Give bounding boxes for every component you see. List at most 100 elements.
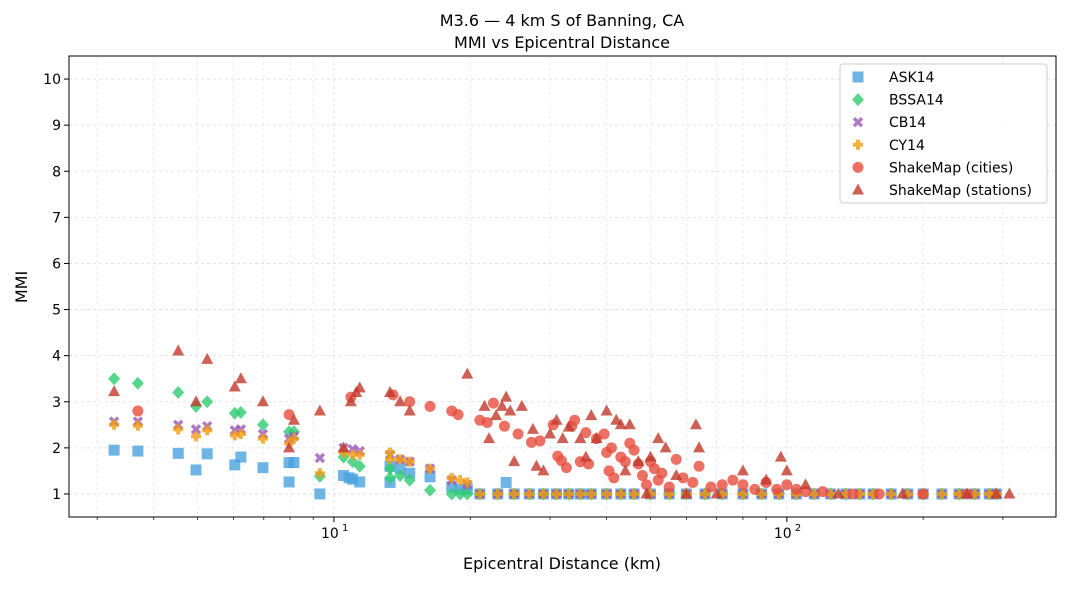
- point-bssa14: [353, 459, 366, 473]
- point-bssa14: [424, 483, 437, 497]
- point-shakemap-stations: [403, 404, 416, 416]
- point-shakemap-cities: [693, 460, 705, 472]
- point-shakemap-stations: [537, 464, 550, 476]
- point-shakemap-cities: [580, 427, 592, 439]
- point-bssa14: [172, 386, 185, 400]
- point-cy14: [446, 472, 457, 483]
- point-bssa14: [384, 462, 397, 476]
- point-ask14: [404, 467, 416, 479]
- point-cy14: [492, 488, 503, 499]
- point-shakemap-stations: [799, 478, 812, 490]
- point-shakemap-cities: [749, 483, 761, 495]
- point-cy14: [886, 488, 897, 499]
- point-cy14: [191, 431, 202, 442]
- legend-box: [839, 63, 1048, 204]
- point-shakemap-stations: [394, 395, 407, 407]
- point-cy14: [809, 488, 820, 499]
- point-shakemap-cities: [663, 481, 675, 493]
- point-shakemap-cities: [560, 462, 572, 474]
- point-shakemap-stations: [680, 487, 693, 499]
- chart-title: M3.6 — 4 km S of Banning, CA: [440, 11, 685, 30]
- point-bssa14: [234, 405, 247, 419]
- point-shakemap-cities: [132, 405, 144, 417]
- point-shakemap-stations: [201, 352, 214, 364]
- point-shakemap-stations: [500, 390, 513, 402]
- point-shakemap-stations: [344, 395, 357, 407]
- point-shakemap-stations: [619, 464, 632, 476]
- point-cy14: [235, 429, 246, 440]
- point-shakemap-stations: [774, 450, 787, 462]
- point-bssa14: [108, 372, 121, 386]
- point-shakemap-stations: [526, 422, 539, 434]
- point-shakemap-cities: [727, 474, 739, 486]
- point-shakemap-cities: [641, 479, 653, 491]
- point-shakemap-stations: [483, 432, 496, 444]
- point-cy14: [575, 488, 586, 499]
- point-shakemap-cities: [790, 483, 802, 495]
- point-shakemap-stations: [190, 395, 203, 407]
- point-shakemap-stations: [590, 432, 603, 444]
- point-shakemap-cities: [636, 470, 648, 482]
- point-ask14: [257, 462, 269, 474]
- x-tick-label: 10: [321, 526, 339, 542]
- point-shakemap-stations: [659, 441, 672, 453]
- point-ask14: [235, 451, 247, 463]
- point-shakemap-stations: [461, 367, 474, 379]
- point-shakemap-cities: [847, 488, 859, 500]
- point-cy14: [455, 475, 466, 486]
- point-bssa14: [454, 487, 467, 501]
- point-shakemap-stations: [780, 464, 793, 476]
- point-shakemap-cities: [283, 409, 295, 421]
- point-shakemap-stations: [961, 487, 974, 499]
- point-cb14: [190, 424, 202, 435]
- point-cy14: [936, 488, 947, 499]
- point-cy14: [109, 419, 120, 430]
- point-shakemap-stations: [478, 399, 491, 411]
- point-shakemap-cities: [569, 414, 581, 426]
- y-tick-label: 8: [52, 164, 61, 180]
- point-shakemap-stations: [384, 386, 397, 398]
- point-shakemap-cities: [670, 453, 682, 465]
- point-shakemap-cities: [873, 488, 885, 500]
- point-shakemap-cities: [917, 488, 929, 500]
- point-cy14: [425, 463, 436, 474]
- point-ask14: [201, 448, 213, 460]
- point-shakemap-stations: [228, 380, 241, 392]
- point-cy14: [474, 488, 485, 499]
- point-shakemap-cities: [498, 420, 510, 432]
- point-ask14: [229, 459, 241, 471]
- point-shakemap-stations: [832, 487, 845, 499]
- point-cy14: [132, 420, 143, 431]
- x-axis-label: Epicentral Distance (km): [463, 554, 661, 573]
- point-shakemap-stations: [562, 420, 575, 432]
- legend-label-bssa14: BSSA14: [889, 93, 944, 109]
- point-shakemap-cities: [705, 481, 717, 493]
- point-shakemap-stations: [574, 432, 587, 444]
- point-shakemap-stations: [234, 372, 247, 384]
- point-shakemap-stations: [353, 381, 366, 393]
- point-shakemap-cities: [628, 444, 640, 456]
- point-ask14: [347, 473, 359, 485]
- point-cy14: [395, 454, 406, 465]
- point-shakemap-stations: [108, 385, 121, 397]
- point-ask14: [314, 488, 326, 500]
- y-tick-label: 3: [52, 395, 61, 411]
- point-cy14: [601, 488, 612, 499]
- point-cy14: [551, 488, 562, 499]
- point-cy14: [756, 488, 767, 499]
- point-bssa14: [403, 473, 416, 487]
- point-cy14: [173, 424, 184, 435]
- point-shakemap-cities: [677, 472, 689, 484]
- point-shakemap-stations: [490, 409, 503, 421]
- point-shakemap-cities: [605, 442, 617, 454]
- y-tick-label: 2: [52, 441, 61, 457]
- y-axis-label: MMI: [12, 271, 31, 303]
- point-bssa14: [201, 395, 214, 409]
- y-tick-label: 1: [52, 487, 61, 503]
- data-points: [108, 344, 1016, 501]
- point-shakemap-cities: [771, 483, 783, 495]
- point-shakemap-stations: [736, 464, 749, 476]
- point-cy14: [354, 449, 365, 460]
- point-shakemap-stations: [579, 450, 592, 462]
